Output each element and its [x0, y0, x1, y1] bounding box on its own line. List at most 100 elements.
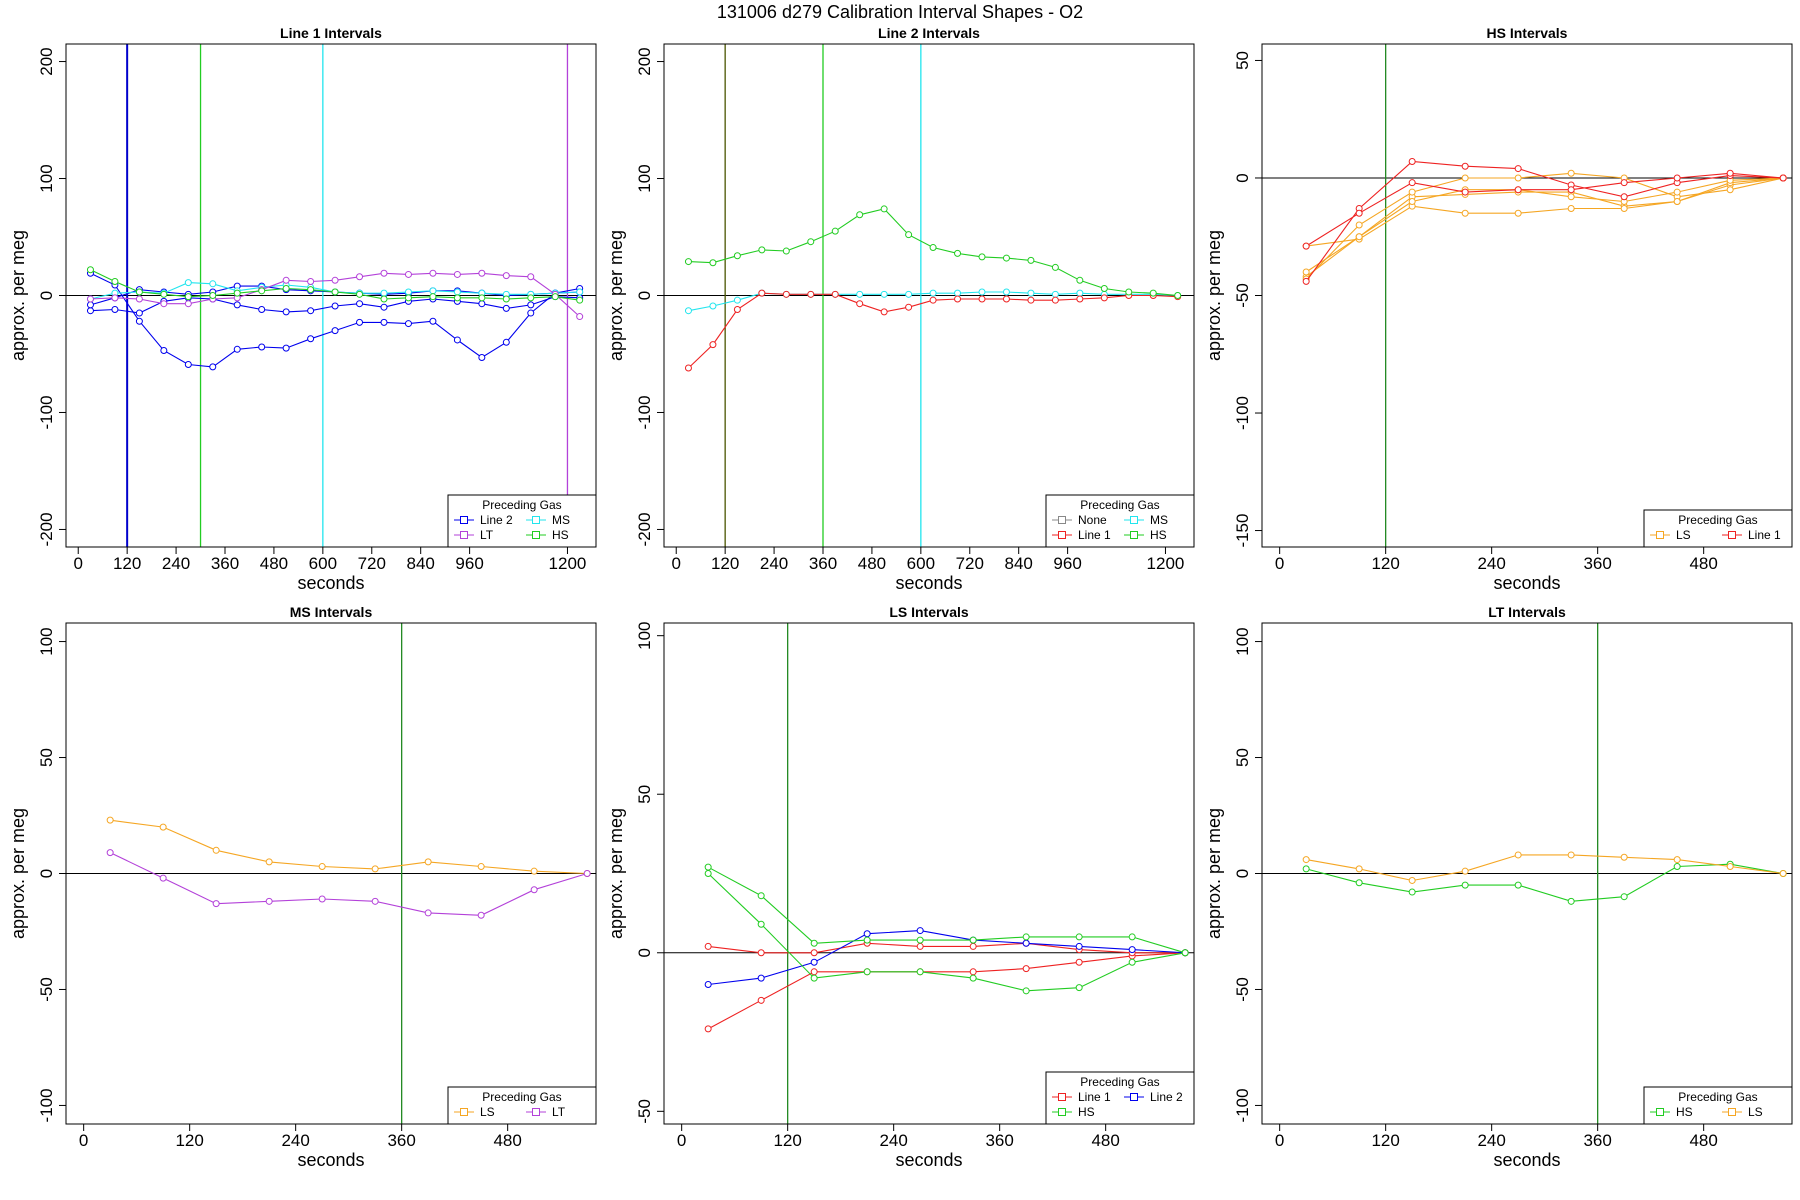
- data-point: [1051, 290, 1059, 298]
- legend-swatch-marker: [1058, 516, 1066, 524]
- legend-swatch-marker: [532, 1108, 540, 1116]
- data-point: [905, 303, 913, 311]
- x-axis: 0 120 240 360 480: [79, 1124, 522, 1150]
- data-point: [684, 307, 692, 315]
- data-point: [905, 231, 913, 239]
- data-point: [106, 849, 114, 857]
- data-point: [807, 238, 815, 246]
- data-point: [1461, 881, 1469, 889]
- legend-swatch-marker: [1058, 531, 1066, 539]
- data-point: [307, 277, 315, 285]
- data-point: [1567, 897, 1575, 905]
- data-point: [478, 353, 486, 361]
- series-line-hs: [707, 873, 1186, 992]
- data-point: [159, 823, 167, 831]
- series-line-line-1: [688, 292, 1178, 369]
- data-point: [1302, 268, 1310, 276]
- y-axis-label: approx. per meg: [8, 230, 28, 361]
- data-point: [856, 211, 864, 219]
- y-axis: -50 0 50 100: [635, 621, 664, 1124]
- legend-swatch-marker: [460, 516, 468, 524]
- data-point: [1076, 289, 1084, 297]
- x-tick-label: 240: [1477, 1131, 1505, 1150]
- y-tick-label: -100: [37, 395, 56, 429]
- y-axis-label: approx. per meg: [606, 230, 626, 361]
- y-axis: -100 -50 0 50 100: [37, 627, 66, 1122]
- data-point: [1002, 288, 1010, 296]
- data-point: [810, 958, 818, 966]
- data-point: [1075, 942, 1083, 950]
- data-point: [758, 289, 766, 297]
- data-point: [863, 930, 871, 938]
- data-point: [160, 290, 168, 298]
- data-point: [1673, 188, 1681, 196]
- data-point: [1100, 294, 1108, 302]
- data-point: [135, 288, 143, 296]
- data-point: [1128, 946, 1136, 954]
- legend-title: Preceding Gas: [482, 498, 561, 512]
- data-point: [477, 863, 485, 871]
- data-point: [1567, 169, 1575, 177]
- data-point: [1514, 851, 1522, 859]
- x-axis-label: seconds: [895, 573, 962, 593]
- data-point: [371, 865, 379, 873]
- data-point: [709, 259, 717, 267]
- data-point: [1022, 987, 1030, 995]
- y-axis: -200 -100 0 100 200: [635, 47, 664, 546]
- plot-region: [664, 623, 1194, 1124]
- plot-region: [664, 44, 1194, 547]
- legend-entry-none: None: [1078, 513, 1107, 527]
- data-point: [429, 269, 437, 277]
- legend-entry-line-1: Line 1: [1078, 528, 1111, 542]
- data-point: [1461, 162, 1469, 170]
- data-point: [929, 244, 937, 252]
- data-point: [1620, 893, 1628, 901]
- x-tick-label: 0: [1275, 554, 1284, 573]
- y-tick-label: 0: [635, 291, 654, 300]
- data-point: [1673, 174, 1681, 182]
- x-tick-label: 840: [1005, 554, 1033, 573]
- panel-title: LS Intervals: [889, 604, 969, 620]
- legend-swatch-marker: [460, 531, 468, 539]
- data-point: [583, 870, 591, 877]
- data-point: [1076, 295, 1084, 303]
- data-point: [831, 290, 839, 298]
- y-axis-label: approx. per meg: [8, 808, 28, 939]
- series-line-hs: [1306, 863, 1784, 902]
- x-tick-label: 0: [73, 554, 82, 573]
- data-point: [258, 343, 266, 351]
- data-point: [502, 304, 510, 312]
- legend-swatch-marker: [532, 531, 540, 539]
- data-point: [478, 294, 486, 302]
- data-point: [704, 863, 712, 871]
- data-point: [1461, 209, 1469, 217]
- data-point: [258, 306, 266, 314]
- data-point: [576, 288, 584, 296]
- x-tick-label: 360: [387, 1131, 415, 1150]
- series-line-line-1: [1305, 172, 1784, 247]
- legend-entry-ls: LS: [1676, 528, 1691, 542]
- legend-title: Preceding Gas: [1080, 1075, 1159, 1089]
- data-point: [709, 341, 717, 349]
- data-point: [758, 246, 766, 254]
- x-tick-label: 840: [407, 554, 435, 573]
- plot-region: [1262, 623, 1792, 1124]
- data-point: [1027, 289, 1035, 297]
- x-tick-label: 720: [956, 554, 984, 573]
- series-line-ls: [1306, 854, 1784, 882]
- data-point: [1514, 174, 1522, 182]
- data-point: [282, 284, 290, 292]
- data-point: [1514, 186, 1522, 194]
- legend-swatch-marker: [1728, 531, 1736, 539]
- x-tick-label: 240: [760, 554, 788, 573]
- x-tick-label: 480: [493, 1131, 521, 1150]
- y-tick-label: 100: [37, 164, 56, 192]
- data-point: [1408, 197, 1416, 205]
- data-point: [1302, 865, 1310, 873]
- data-point: [404, 270, 412, 278]
- data-point: [111, 294, 119, 302]
- legend-swatch-marker: [460, 1108, 468, 1116]
- panel-hs-intervals: HS Intervals 0 120 240 360 480 seconds -150 -100…: [1204, 25, 1793, 593]
- y-tick-label: 50: [635, 785, 654, 804]
